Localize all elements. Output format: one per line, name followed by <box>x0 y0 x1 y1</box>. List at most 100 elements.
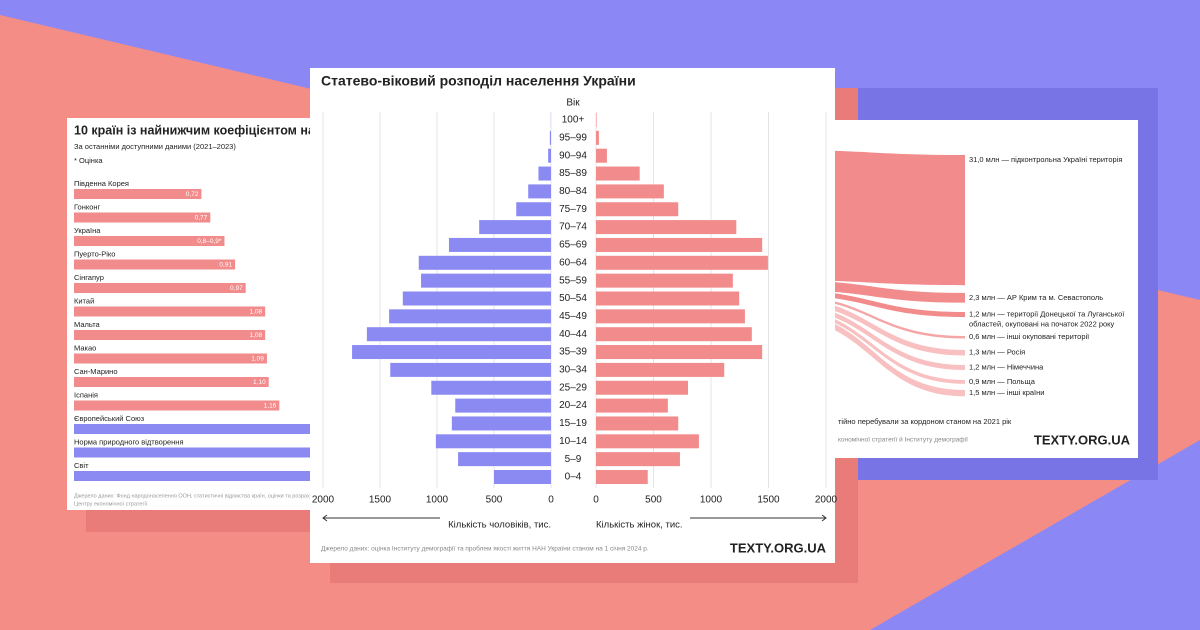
x-tick-label: 1500 <box>369 495 392 506</box>
note: * Оцінка <box>74 156 103 165</box>
bar <box>366 327 551 342</box>
age-group-label: 10–14 <box>559 436 587 447</box>
flow <box>800 150 965 286</box>
bar <box>548 148 551 163</box>
value-label: 1,09 <box>251 356 264 363</box>
age-group-label: 35–39 <box>559 347 587 358</box>
value-label: 1,08 <box>250 309 263 316</box>
flow-label: 31,0 млн — підконтрольна Україні територ… <box>969 155 1122 164</box>
bar <box>596 237 763 252</box>
age-group-label: 15–19 <box>559 418 587 429</box>
age-group-label: 80–84 <box>559 186 587 197</box>
flow-label: 1,3 млн — Росія <box>969 348 1025 357</box>
bar <box>74 471 310 481</box>
bar <box>74 259 236 270</box>
age-group-label: 45–49 <box>559 311 587 322</box>
value-label: 0,91 <box>219 262 232 269</box>
age-group-label: 85–89 <box>559 168 587 179</box>
category-label: Південна Корея <box>74 179 129 188</box>
bar <box>596 398 668 413</box>
bar <box>596 220 737 235</box>
value-label: 1,16 <box>264 403 277 410</box>
bar <box>596 291 740 306</box>
bar <box>74 447 310 458</box>
bar <box>421 273 551 288</box>
right-card: тійно перебували за кордоном станом на 2… <box>800 120 1138 458</box>
bar <box>451 416 551 431</box>
source: Джерело даних: оцінка Інституту демограф… <box>321 545 649 553</box>
source: Центру економічної стратегії <box>74 501 148 507</box>
age-group-label: 30–34 <box>559 365 587 376</box>
age-group-label: 0–4 <box>565 472 582 483</box>
category-label: Україна <box>74 226 101 235</box>
flow-label: 1,5 млн — інші країни <box>969 388 1044 397</box>
flow <box>800 298 965 356</box>
flow-label: 2,3 млн — АР Крим та м. Севастополь <box>969 293 1103 302</box>
chart-title: 10 країн із найнижчим коефіцієнтом народ… <box>74 123 354 137</box>
value-label: 0,72 <box>186 191 199 198</box>
flow-label: 1,2 млн — Німеччина <box>969 363 1044 372</box>
category-label: Світ <box>74 461 89 470</box>
age-group-label: 95–99 <box>559 132 587 143</box>
x-axis-label: Кількість жінок, тис. <box>596 520 683 531</box>
x-tick-label: 2000 <box>312 495 335 506</box>
category-label: Макао <box>74 343 96 352</box>
bar <box>74 353 267 364</box>
bar <box>596 130 599 145</box>
age-group-label: 75–79 <box>559 204 587 215</box>
category-label: Сінгапур <box>74 273 104 282</box>
age-group-label: 5–9 <box>565 454 582 465</box>
value-label: 0,8–0,9* <box>197 238 222 245</box>
brand: TEXTY.ORG.UA <box>1034 432 1131 447</box>
bar <box>448 237 551 252</box>
age-group-label: 25–29 <box>559 382 587 393</box>
x-tick-label: 0 <box>548 495 554 506</box>
bar <box>596 416 679 431</box>
category-label: Пуерто-Ріко <box>74 249 115 258</box>
value-label: 1,08 <box>250 332 263 339</box>
flow-label: 1,2 млн — території Донецької та Лугансь… <box>969 310 1125 319</box>
age-group-label: 65–69 <box>559 240 587 251</box>
brand: TEXTY.ORG.UA <box>730 540 827 555</box>
bar <box>389 309 551 324</box>
bar <box>479 220 551 235</box>
bar <box>74 306 266 317</box>
bar <box>596 113 597 127</box>
bar <box>596 452 680 467</box>
category-label: Китай <box>74 296 94 305</box>
x-tick-label: 2000 <box>815 495 838 506</box>
category-label: Європейський Союз <box>74 414 145 423</box>
bar <box>494 470 551 484</box>
bar <box>596 380 688 395</box>
flow <box>800 280 965 303</box>
bar <box>596 202 679 217</box>
value-label: 0,97 <box>230 285 243 292</box>
x-tick-label: 1500 <box>757 495 780 506</box>
center-card: Статево-віковий розподіл населення Украї… <box>310 68 838 563</box>
flow-label: 0,9 млн — Польща <box>969 377 1036 386</box>
category-label: Іспанія <box>74 390 98 399</box>
bar <box>74 283 246 293</box>
age-group-label: 70–74 <box>559 222 587 233</box>
note: тійно перебували за кордоном станом на 2… <box>838 417 1012 426</box>
x-tick-label: 1000 <box>426 495 449 506</box>
bar <box>431 380 551 395</box>
bar <box>390 362 551 377</box>
age-group-label: 60–64 <box>559 257 587 268</box>
flow-label: 0,6 млн — інші окуповані території <box>969 332 1090 341</box>
bar <box>74 400 280 411</box>
axis-arrow-head <box>821 514 827 522</box>
age-group-label: 100+ <box>562 115 585 126</box>
bar <box>596 434 699 449</box>
bar <box>418 255 551 270</box>
age-group-label: 40–44 <box>559 329 587 340</box>
category-label: Норма природного відтворення <box>74 437 184 446</box>
bar <box>596 470 648 484</box>
age-group-label: 90–94 <box>559 150 587 161</box>
x-tick-label: 500 <box>645 495 662 506</box>
flow-label: областей, окупованi на початок 2022 року <box>969 320 1115 329</box>
bar <box>74 212 211 223</box>
bar <box>528 184 551 199</box>
chart-title: Статево-віковий розподіл населення Украї… <box>321 73 636 89</box>
